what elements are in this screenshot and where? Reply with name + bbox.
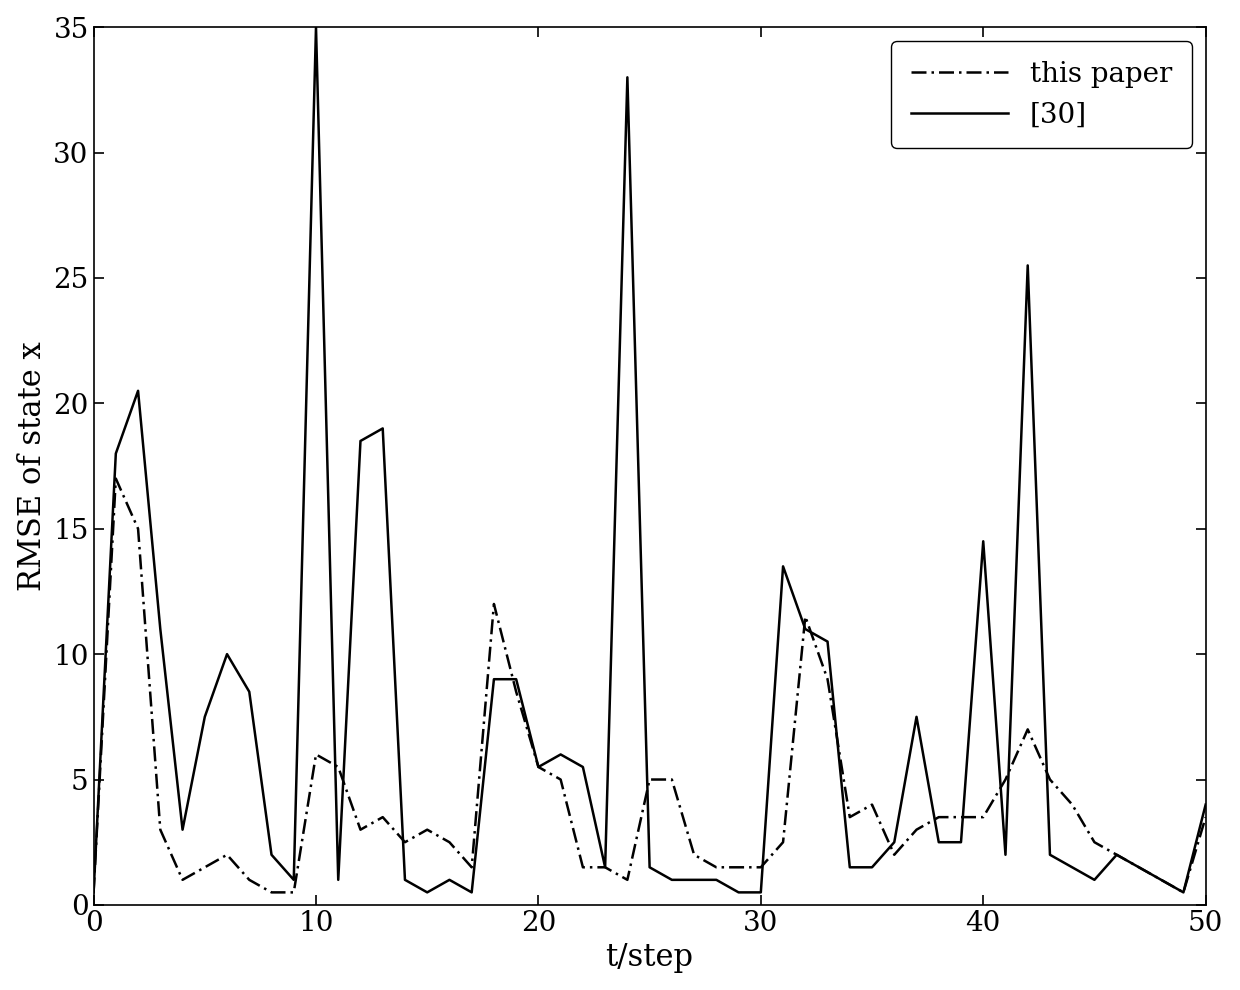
- this paper: [1176, 886, 1190, 898]
- this paper: [464, 861, 479, 873]
- [30]: [1176, 886, 1190, 898]
- [30]: [441, 874, 456, 886]
- [30]: [464, 886, 479, 898]
- Line: this paper: this paper: [93, 478, 1205, 892]
- this paper: [441, 837, 456, 848]
- this paper: [86, 886, 100, 898]
- X-axis label: t/step: t/step: [605, 942, 693, 973]
- this paper: [842, 811, 857, 823]
- this paper: [353, 824, 368, 836]
- [30]: [909, 711, 924, 723]
- [30]: [86, 886, 100, 898]
- [30]: [309, 21, 324, 33]
- Legend: this paper, [30]: this paper, [30]: [892, 41, 1192, 148]
- Y-axis label: RMSE of state x: RMSE of state x: [16, 342, 47, 591]
- this paper: [108, 472, 123, 484]
- [30]: [353, 435, 368, 446]
- Line: [30]: [30]: [93, 27, 1205, 892]
- [30]: [842, 861, 857, 873]
- this paper: [909, 824, 924, 836]
- this paper: [1198, 811, 1213, 823]
- [30]: [1198, 799, 1213, 811]
